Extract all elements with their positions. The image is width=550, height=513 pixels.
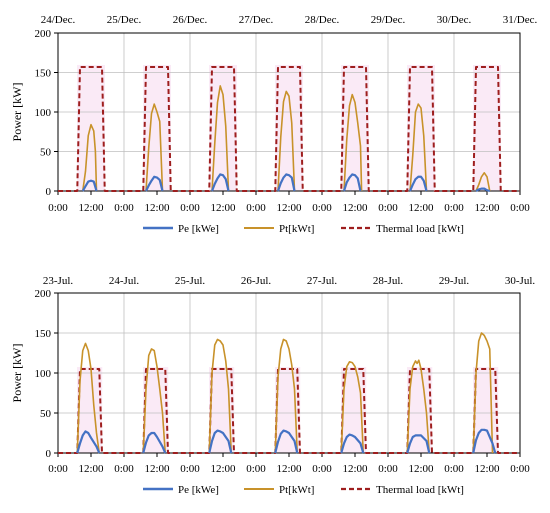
series-line-pt: [277, 90, 296, 192]
x-tick-label: 12:00: [474, 202, 500, 214]
day-label: 27-Jul.: [307, 275, 338, 287]
series-line-thermal-load: [58, 368, 520, 454]
series-line-pt: [475, 172, 491, 192]
legend-label: Thermal load [kWt]: [376, 223, 464, 235]
series-line-pe: [475, 187, 491, 193]
y-tick-label: 200: [35, 28, 52, 40]
day-label: 31/Dec.: [503, 14, 538, 26]
x-tick-label: 12:00: [144, 463, 170, 475]
x-tick-label: 0:00: [378, 463, 398, 475]
series-line-pe: [208, 429, 233, 454]
x-tick-label: 0:00: [444, 202, 464, 214]
chart-panel-1: 0 50 100 150 200 Power [kW] 0:00 12:00 0:00 12:00…: [10, 14, 538, 235]
x-tick-label: 12:00: [474, 463, 500, 475]
x-tick-label: 0:00: [114, 202, 134, 214]
x-tick-label: 0:00: [114, 463, 134, 475]
x-tick-label: 0:00: [180, 463, 200, 475]
chart-panel-2: 0 50 100 150 200 Power [kW] 0:00 12:00 0:00 12:00…: [10, 275, 535, 496]
series-line-pt: [340, 361, 365, 454]
series-line-pe: [81, 179, 98, 192]
day-label: 28/Dec.: [305, 14, 340, 26]
x-tick-label: 0:00: [312, 463, 332, 475]
y-tick-label: 150: [35, 328, 52, 340]
x-tick-label: 12:00: [342, 463, 368, 475]
x-tick-label: 0:00: [48, 463, 68, 475]
x-tick-label: 0:00: [510, 463, 530, 475]
x-tick-label: 12:00: [342, 202, 368, 214]
day-label: 30-Jul.: [505, 275, 536, 287]
series-line-pe: [340, 433, 365, 454]
load-window-shade: [473, 64, 501, 191]
y-tick-label: 0: [46, 186, 52, 198]
series-line-pe: [76, 430, 101, 454]
x-tick-label: 0:00: [246, 463, 266, 475]
series-line-thermal-load: [58, 65, 520, 192]
y-tick-label: 200: [35, 288, 52, 300]
x-tick-label: 0:00: [378, 202, 398, 214]
day-label: 29/Dec.: [371, 14, 406, 26]
day-label: 24/Dec.: [41, 14, 76, 26]
x-tick-label: 12:00: [408, 463, 434, 475]
series-line-pt: [274, 338, 299, 454]
y-tick-label: 100: [35, 368, 52, 380]
y-axis-label: Power [kW]: [10, 344, 24, 403]
series-line-pe: [274, 429, 299, 454]
day-label: 26-Jul.: [241, 275, 272, 287]
y-tick-label: 100: [35, 107, 52, 119]
y-axis-label: Power [kW]: [10, 83, 24, 142]
x-tick-label: 12:00: [276, 463, 302, 475]
y-tick-label: 50: [40, 408, 52, 420]
day-label: 28-Jul.: [373, 275, 404, 287]
x-tick-label: 0:00: [48, 202, 68, 214]
series-line-pe: [342, 173, 362, 192]
legend-label: Pt[kWt]: [279, 484, 314, 496]
y-tick-label: 50: [40, 147, 52, 159]
series-line-pt: [211, 85, 230, 192]
legend-label: Pe [kWe]: [178, 484, 219, 496]
day-label: 23-Jul.: [43, 275, 74, 287]
x-tick-label: 12:00: [144, 202, 170, 214]
day-label: 25/Dec.: [107, 14, 142, 26]
day-label: 26/Dec.: [173, 14, 208, 26]
x-tick-label: 0:00: [312, 202, 332, 214]
series-line-pt: [145, 103, 164, 192]
x-tick-label: 12:00: [78, 202, 104, 214]
series-line-pt: [409, 103, 428, 192]
x-tick-label: 12:00: [408, 202, 434, 214]
x-tick-label: 0:00: [180, 202, 200, 214]
legend-label: Thermal load [kWt]: [376, 484, 464, 496]
day-label: 25-Jul.: [175, 275, 206, 287]
series-line-pt: [472, 332, 494, 454]
series-line-pt: [406, 359, 431, 454]
series-line-pe: [406, 434, 431, 454]
series-line-pe: [210, 173, 230, 192]
x-tick-label: 0:00: [510, 202, 530, 214]
x-tick-label: 12:00: [78, 463, 104, 475]
series-line-pt: [343, 93, 363, 192]
x-tick-label: 12:00: [210, 202, 236, 214]
day-label: 24-Jul.: [109, 275, 140, 287]
series-line-pe: [472, 428, 497, 454]
x-tick-label: 12:00: [210, 463, 236, 475]
load-window-shade: [77, 64, 105, 191]
day-label: 30/Dec.: [437, 14, 472, 26]
day-label: 27/Dec.: [239, 14, 274, 26]
legend-label: Pe [kWe]: [178, 223, 219, 235]
legend-label: Pt[kWt]: [279, 223, 314, 235]
x-tick-label: 12:00: [276, 202, 302, 214]
series-line-pt: [81, 123, 98, 192]
y-tick-label: 150: [35, 68, 52, 80]
series-line-pe: [145, 175, 164, 192]
series-line-pe: [276, 173, 296, 192]
series-line-pt: [76, 342, 101, 454]
x-tick-label: 0:00: [444, 463, 464, 475]
series-line-pt: [208, 338, 233, 454]
y-tick-label: 0: [46, 448, 52, 460]
x-tick-label: 0:00: [246, 202, 266, 214]
series-line-pe: [408, 175, 428, 192]
day-label: 29-Jul.: [439, 275, 470, 287]
series-line-pt: [142, 348, 167, 454]
series-line-pe: [142, 431, 167, 454]
